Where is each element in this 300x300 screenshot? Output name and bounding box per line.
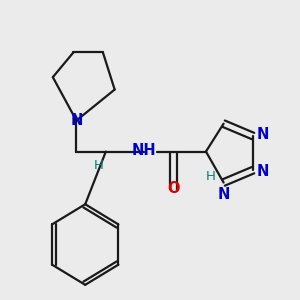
Text: N: N: [218, 187, 230, 202]
Text: N: N: [70, 113, 82, 128]
Text: O: O: [167, 181, 180, 196]
Text: N: N: [256, 127, 269, 142]
Text: NH: NH: [132, 143, 156, 158]
Text: N: N: [256, 164, 269, 179]
Text: H: H: [94, 159, 103, 172]
Text: H: H: [206, 170, 215, 183]
